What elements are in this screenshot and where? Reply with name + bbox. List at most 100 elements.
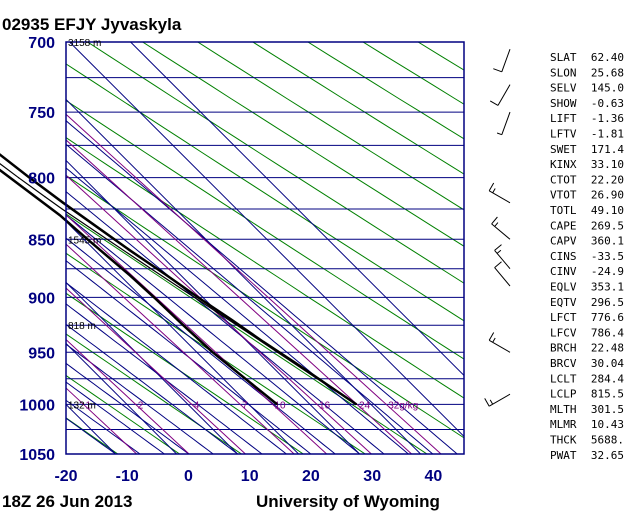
temperature-tick-label: 0 (184, 468, 193, 485)
mixing-ratio-line (66, 174, 372, 454)
indices-table: SLAT 62.40 SLON 25.68 SELV 145.0 SHOW -0.63 LIFT… (550, 51, 624, 462)
index-value: 25.68 (591, 66, 624, 79)
index-value: 301.5 (591, 403, 624, 416)
dewpoint-point (128, 273, 130, 276)
pressure-tick-label: 800 (28, 171, 55, 188)
index-key: CINV (550, 265, 577, 278)
index-value: 171.4 (591, 143, 624, 156)
index-value: 33.10 (591, 158, 624, 171)
wind-barb (488, 182, 511, 204)
temperature-point (130, 250, 132, 252)
sounding-profile (0, 153, 358, 406)
index-value: 145.0 (591, 82, 624, 95)
index-key: TOTL (550, 204, 577, 217)
index-key: EQTV (550, 296, 577, 309)
index-value: 786.4 (591, 326, 624, 339)
dewpoint-point (212, 351, 214, 353)
pressure-tick-label: 700 (28, 35, 55, 52)
pressure-tick-label: 750 (28, 105, 55, 122)
wind-barb (496, 111, 511, 136)
index-value: 49.10 (591, 204, 624, 217)
temperature-point (29, 177, 31, 179)
temperature-point (62, 202, 64, 204)
index-value: -1.36 (591, 112, 624, 125)
height-label: 132 m (68, 400, 96, 411)
moist-adiabat (66, 303, 263, 454)
index-key: CAPV (550, 235, 577, 248)
parcel-point (106, 238, 108, 240)
moist-adiabat (66, 282, 287, 454)
dewpoint-point (153, 296, 155, 298)
index-key: THCK (550, 434, 577, 447)
dewpoint-point (182, 324, 184, 326)
index-key: LCLT (550, 372, 577, 385)
parcel-point (193, 296, 195, 298)
index-key: LFTV (550, 128, 577, 141)
isotherm (66, 98, 421, 454)
pressure-tick-label: 1050 (19, 447, 55, 464)
dry-adiabat (66, 333, 242, 454)
dry-adiabat (66, 374, 180, 454)
temperature-point (294, 362, 296, 364)
mixing-ratio-label: 10 (275, 400, 287, 411)
dewpoint-point (9, 177, 11, 179)
mixing-ratio-label: 4 (194, 400, 200, 411)
temperature-point (230, 319, 232, 321)
wind-barb (489, 84, 511, 106)
index-value: 815.5 (591, 388, 624, 401)
index-key: MLMR (550, 418, 577, 431)
parcel-point (276, 351, 278, 353)
index-value: 26.90 (591, 189, 624, 202)
height-label: 3158 m (68, 38, 101, 49)
parcel-point (44, 196, 46, 198)
dry-adiabat (197, 42, 464, 211)
mixing-ratio-line (66, 287, 246, 454)
index-value: 22.48 (591, 342, 624, 355)
index-value: -24.9 (591, 265, 624, 278)
moist-adiabat (66, 381, 165, 454)
dewpoint-point (86, 238, 89, 240)
index-value: 30.04 (591, 357, 624, 370)
temperature-tick-label: -10 (116, 468, 139, 485)
time-label: 18Z 26 Jun 2013 (2, 492, 132, 511)
index-key: LCLP (550, 388, 577, 401)
wind-barb (494, 244, 511, 270)
wind-barb (494, 261, 511, 287)
mixing-ratio-label: 24 (359, 400, 371, 411)
index-key: BRCV (550, 357, 577, 370)
isotherm (66, 342, 177, 454)
wind-barb (493, 49, 511, 73)
index-key: EQLV (550, 281, 577, 294)
mixing-ratio-label: 2 (138, 400, 144, 411)
index-value: 360.1 (591, 235, 624, 248)
temperature-line (0, 153, 358, 406)
temperature-point (197, 296, 199, 298)
source-label: University of Wyoming (256, 492, 440, 511)
wind-barb (488, 332, 511, 353)
temperature-tick-label: 30 (363, 468, 381, 485)
mixing-ratio-line (66, 139, 412, 454)
temperature-point (96, 226, 99, 228)
index-key: LIFT (550, 112, 577, 125)
mixing-ratio-labels: 1 2 4 7 10 16 24 32g/kg (86, 400, 419, 411)
index-key: BRCH (550, 342, 577, 355)
index-value: 10.43 (591, 418, 624, 431)
temperature-axis: -20 -10 0 10 20 30 40 (54, 468, 442, 485)
mixing-ratio-label: 32g/kg (388, 400, 418, 411)
isotherm (66, 159, 360, 454)
index-value: 269.5 (591, 219, 624, 232)
isotherm (69, 42, 464, 438)
index-key: MLTH (550, 403, 577, 416)
temperature-tick-label: 40 (425, 468, 443, 485)
height-label: 818 m (68, 321, 96, 332)
dewpoint-point (59, 214, 61, 216)
index-value: 296.5 (591, 296, 624, 309)
index-key: SWET (550, 143, 577, 156)
index-key: LFCV (550, 326, 577, 339)
temperature-tick-label: 10 (241, 468, 259, 485)
parcel-point (355, 403, 357, 405)
index-value: 32.65 (591, 449, 624, 462)
mixing-ratio-label: 1 (86, 400, 92, 411)
index-value: 284.4 (591, 372, 624, 385)
